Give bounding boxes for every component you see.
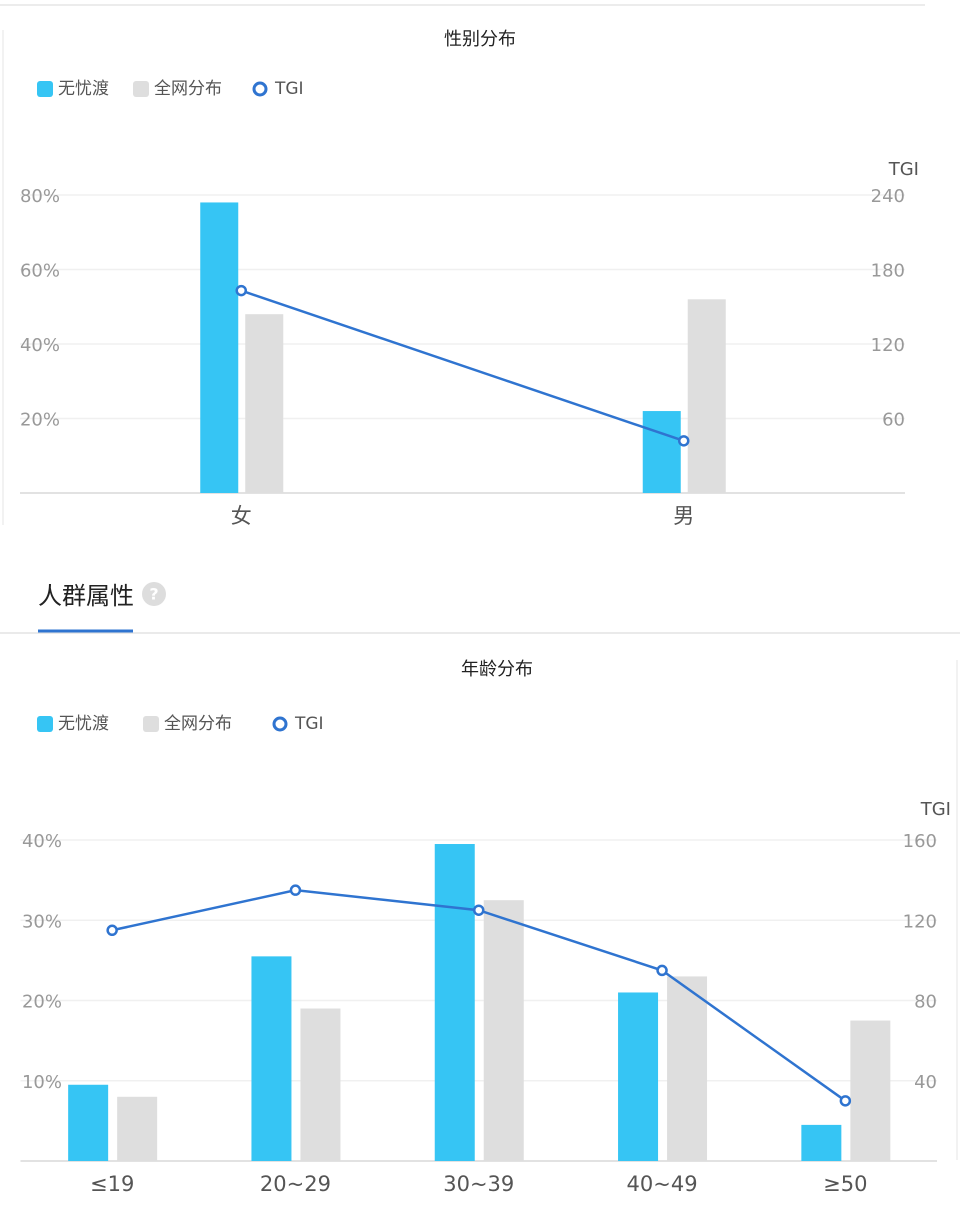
y-tick-label: 30% [22,911,62,932]
x-tick-label: 女 [231,504,252,528]
tgi-line [240,289,685,443]
tgi-point [839,1095,852,1107]
bar [245,314,284,493]
y2-axis-label: TGI [888,159,919,180]
y-tick-label: 20% [20,410,60,431]
tgi-point [106,924,118,937]
bar [618,992,659,1161]
y2-tick-label: 120 [903,911,937,932]
section-title: 人群属性 [38,582,134,610]
bar [117,1096,158,1161]
help-icon[interactable] [142,582,166,606]
legend-marker [252,81,268,97]
bar [68,1084,109,1161]
bar [300,1008,341,1161]
bar [434,844,475,1161]
legend-label: TGI [274,79,304,99]
bar [687,299,726,493]
x-tick-label: 男 [673,504,694,528]
tgi-line [111,888,847,1102]
y2-axis-label: TGI [920,799,951,820]
tgi-point [678,435,690,447]
x-tick-label: ≤19 [90,1172,134,1196]
y-tick-label: 40% [20,335,60,356]
y-tick-label: 80% [20,186,60,207]
legend-label: 无忧渡 [58,79,109,99]
legend-marker [272,716,288,732]
legend-label: 无忧渡 [58,714,109,734]
chart-title: 性别分布 [444,29,516,50]
x-tick-label: 20~29 [260,1172,331,1196]
tgi-point [473,904,485,916]
y2-tick-label: 120 [871,335,905,356]
tgi-point [235,284,247,297]
x-tick-label: 30~39 [443,1172,514,1196]
bar [801,1124,842,1161]
y2-tick-label: 80 [914,992,937,1013]
legend-marker [37,81,53,97]
bar [200,202,239,493]
y2-tick-label: 60 [882,410,905,431]
y2-tick-label: 40 [914,1072,937,1093]
bar [251,956,292,1161]
legend-label: TGI [294,714,324,734]
y-tick-label: 60% [20,261,60,282]
bar [850,1020,891,1161]
tgi-point [656,964,668,977]
y2-tick-label: 160 [903,831,937,852]
bar [667,976,708,1161]
legend-marker [133,81,149,97]
legend-label: 全网分布 [164,714,232,734]
chart-title: 年龄分布 [461,659,533,680]
y-tick-label: 20% [22,992,62,1013]
y-tick-label: 10% [22,1072,62,1093]
legend-marker [37,716,53,732]
x-tick-label: ≥50 [823,1172,867,1196]
y2-tick-label: 240 [871,186,905,207]
bar [483,900,524,1161]
y-tick-label: 40% [22,831,62,852]
legend-label: 全网分布 [154,79,222,99]
x-tick-label: 40~49 [627,1172,698,1196]
tgi-point [289,884,302,896]
bar [642,411,681,493]
y2-tick-label: 180 [871,261,905,282]
help-icon-glyph: ? [149,585,158,604]
legend-marker [143,716,159,732]
